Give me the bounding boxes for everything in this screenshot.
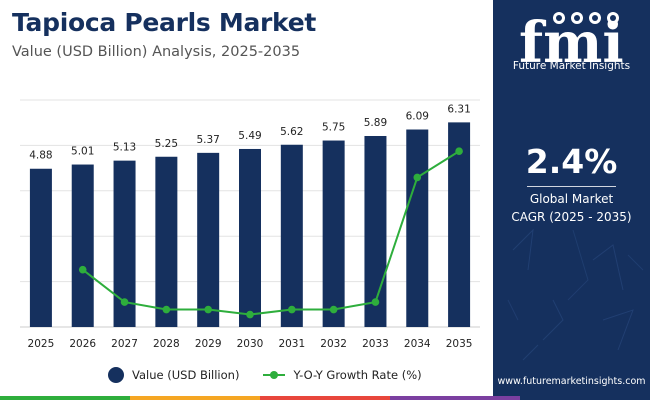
legend-label-value: Value (USD Billion) [132, 368, 240, 382]
x-tick-label: 2027 [111, 338, 138, 350]
cagr-value: 2.4% [525, 142, 618, 181]
bar-value-label: 5.37 [196, 134, 219, 146]
bar [197, 152, 220, 327]
bottom-color-strip [0, 396, 650, 400]
bar-value-label: 5.25 [155, 138, 178, 150]
bar [29, 168, 52, 327]
x-tick-label: 2029 [195, 338, 222, 350]
growth-point [288, 305, 296, 314]
x-tick-label: 2035 [446, 338, 473, 350]
bar-value-label: 5.89 [364, 117, 387, 129]
bar-value-label: 6.31 [447, 103, 470, 115]
growth-point [371, 298, 380, 306]
x-tick-label: 2034 [404, 338, 431, 350]
bar-value-label: 5.01 [71, 146, 94, 158]
bar [448, 122, 471, 327]
x-tick-label: 2031 [278, 338, 305, 350]
growth-point [329, 305, 338, 314]
chart-subtitle: Value (USD Billion) Analysis, 2025-2035 [12, 44, 301, 60]
x-tick-label: 2032 [320, 338, 347, 350]
growth-point [78, 265, 87, 274]
legend-item-value: Value (USD Billion) [108, 367, 239, 383]
bar-value-label: 5.13 [113, 142, 136, 154]
legend-marker-bar [108, 367, 124, 383]
svg-text:fmi: fmi [519, 10, 624, 74]
strip-segment [0, 396, 130, 400]
bar [155, 156, 178, 327]
legend-marker-line [263, 371, 286, 379]
legend-label-growth: Y-O-Y Growth Rate (%) [293, 368, 422, 382]
sidebar-texture [507, 228, 644, 361]
cagr-label-line2: CAGR (2025 - 2035) [511, 210, 632, 224]
bar-value-label: 5.75 [322, 122, 345, 134]
sidebar-panel: fmi Future Market Insights 2.4% Global M… [493, 0, 650, 400]
strip-segment [390, 396, 520, 400]
chart-area: 4.88 5.01 5.13 5.25 5.37 5.49 5.62 5.75 5.89 6.09… [20, 99, 480, 350]
bar-value-label: 5.62 [280, 126, 303, 138]
growth-point [246, 310, 254, 319]
legend-item-growth: Y-O-Y Growth Rate (%) [263, 368, 422, 382]
brand-name: Future Market Insights [512, 60, 631, 72]
strip-segment [260, 396, 390, 400]
bar [280, 144, 303, 327]
cagr-label: Global Market CAGR (2025 - 2035) [493, 190, 650, 226]
x-tick-label: 2025 [28, 338, 55, 350]
chart-legend: Value (USD Billion) Y-O-Y Growth Rate (%… [108, 366, 422, 384]
growth-line [82, 150, 460, 316]
strip-segment [520, 396, 650, 400]
bar-value-label: 5.49 [238, 130, 261, 142]
x-tick-label: 2026 [69, 338, 96, 350]
bar-value-label: 6.09 [406, 111, 429, 123]
website-url: www.futuremarketinsights.com [497, 376, 646, 387]
bar [113, 160, 136, 327]
bar [239, 148, 261, 327]
cagr-label-line1: Global Market [529, 192, 614, 206]
chart-title: Tapioca Pearls Market [12, 8, 317, 37]
growth-point [413, 173, 422, 182]
cagr-divider [527, 186, 616, 187]
bar [71, 164, 94, 327]
x-tick-label: 2030 [237, 338, 264, 350]
x-tick-label: 2033 [362, 338, 389, 350]
growth-point [162, 305, 171, 314]
strip-segment [130, 396, 260, 400]
bar-value-label: 4.88 [29, 150, 52, 162]
growth-point [455, 147, 463, 156]
growth-point [120, 298, 129, 306]
x-tick-label: 2028 [153, 338, 180, 350]
growth-point [204, 305, 212, 314]
fmi-logo: fmi [519, 10, 624, 74]
bar [406, 129, 429, 327]
bar [322, 140, 345, 327]
bar [364, 135, 387, 327]
